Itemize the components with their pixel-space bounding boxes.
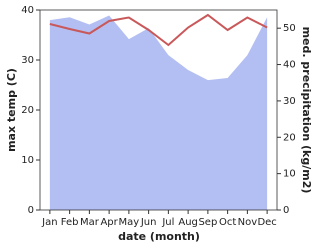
y2-axis-title: med. precipitation (kg/m2)	[300, 27, 313, 194]
x-tick-label: Feb	[61, 217, 79, 228]
x-tick-label: Sep	[198, 217, 217, 228]
x-tick-label: Jun	[140, 217, 157, 228]
y-tick-label: 40	[21, 5, 34, 16]
y2-tick-label: 20	[283, 132, 296, 143]
x-tick-label: Dec	[257, 217, 276, 228]
y-tick-label: 0	[28, 205, 34, 216]
x-tick-label: Nov	[238, 217, 258, 228]
y2-tick-label: 0	[283, 205, 289, 216]
y2-tick-label: 30	[283, 96, 296, 107]
y-tick-label: 20	[21, 105, 34, 116]
precipitation-area	[49, 15, 268, 211]
y-tick-label: 30	[21, 55, 34, 66]
x-tick-label: Oct	[219, 217, 236, 228]
x-tick-label: Apr	[100, 217, 118, 228]
x-tick-label: Jan	[41, 217, 57, 228]
y-axis-title: max temp (C)	[5, 68, 18, 152]
x-axis-title: date (month)	[118, 230, 200, 243]
x-tick-label: Jul	[161, 217, 174, 228]
x-tick-label: Aug	[178, 217, 198, 228]
y-tick-label: 10	[21, 155, 34, 166]
x-tick-label: Mar	[80, 217, 100, 228]
y2-tick-label: 10	[283, 169, 296, 180]
x-tick-label: May	[119, 217, 140, 228]
temp-line	[49, 13, 268, 47]
y2-tick-label: 40	[283, 60, 296, 71]
y2-tick-label: 50	[283, 23, 296, 34]
